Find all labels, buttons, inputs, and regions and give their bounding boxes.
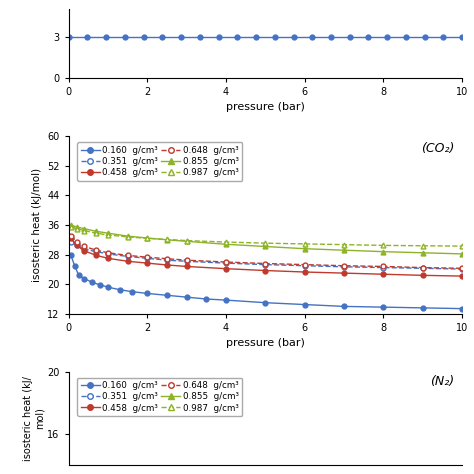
Y-axis label: isosteric heat (kJ/mol): isosteric heat (kJ/mol) (32, 168, 42, 282)
Y-axis label: isosteric heat (kJ/
mol): isosteric heat (kJ/ mol) (23, 376, 45, 461)
Text: (N₂): (N₂) (430, 375, 454, 388)
X-axis label: pressure (bar): pressure (bar) (226, 102, 305, 112)
Legend: 0.160  g/cm³, 0.351  g/cm³, 0.458  g/cm³, 0.648  g/cm³, 0.855  g/cm³, 0.987  g/c: 0.160 g/cm³, 0.351 g/cm³, 0.458 g/cm³, 0… (77, 378, 242, 416)
Text: (CO₂): (CO₂) (421, 142, 454, 155)
Legend: 0.160  g/cm³, 0.351  g/cm³, 0.458  g/cm³, 0.648  g/cm³, 0.855  g/cm³, 0.987  g/c: 0.160 g/cm³, 0.351 g/cm³, 0.458 g/cm³, 0… (77, 143, 242, 181)
X-axis label: pressure (bar): pressure (bar) (226, 338, 305, 348)
